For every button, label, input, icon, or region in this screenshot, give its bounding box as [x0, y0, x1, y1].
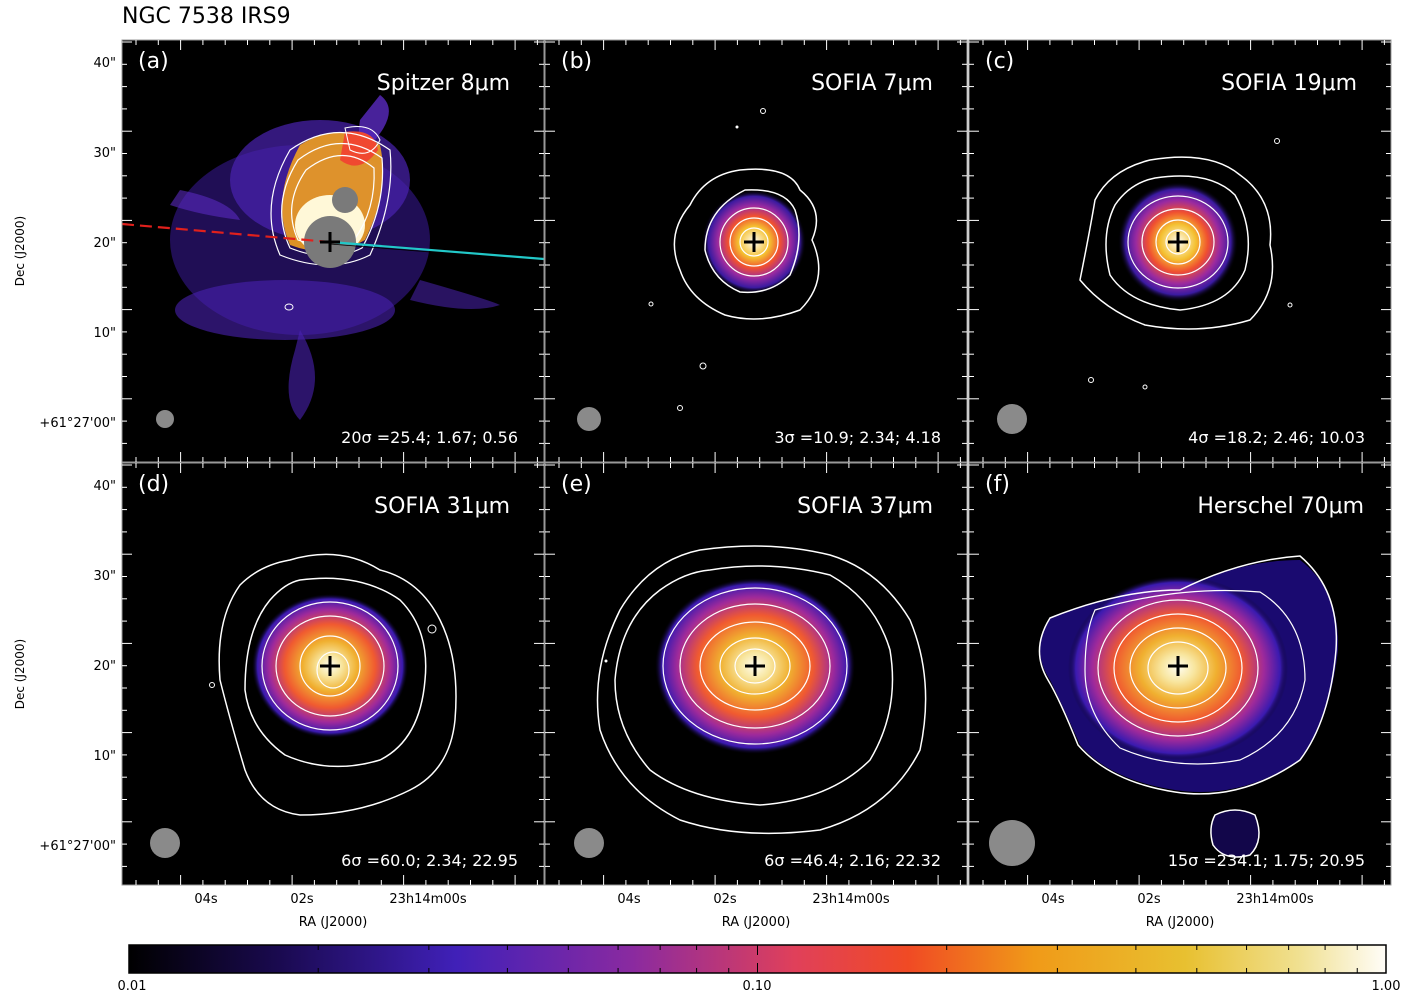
ra-tick-label: 02s — [290, 892, 314, 907]
panel-b — [545, 40, 967, 462]
panel-band-label: SOFIA 31μm — [374, 494, 510, 519]
colorbar-max-label: 1.00 — [1372, 979, 1401, 994]
ra-tick-label: 23h14m00s — [389, 892, 467, 907]
panel-contour-levels: 15σ =234.1; 1.75; 20.95 — [1168, 851, 1365, 870]
panel-band-label: SOFIA 19μm — [1221, 71, 1357, 96]
panel-f — [969, 463, 1391, 885]
source-marker — [745, 656, 765, 676]
panel-c — [969, 40, 1391, 462]
panel-letter: (c) — [985, 49, 1014, 74]
ra-axis-label: RA (J2000) — [722, 915, 791, 930]
figure-title: NGC 7538 IRS9 — [122, 4, 291, 29]
dec-tick-label: 30" — [93, 146, 116, 161]
beam-ellipse — [577, 407, 601, 431]
panel-letter: (e) — [561, 472, 592, 497]
panel-contour-levels: 6σ =46.4; 2.16; 22.32 — [764, 851, 941, 870]
source-marker — [320, 232, 340, 252]
beam-ellipse — [574, 828, 604, 858]
ra-tick-label: 04s — [194, 892, 218, 907]
dec-axis-label: Dec (J2000) — [13, 216, 27, 286]
ra-tick-label: 04s — [617, 892, 641, 907]
dec-axis-label: Dec (J2000) — [13, 639, 27, 709]
panel-letter: (b) — [561, 49, 592, 74]
dec-tick-label: 40" — [93, 479, 116, 494]
ra-tick-label: 02s — [713, 892, 737, 907]
ra-tick-label: 23h14m00s — [812, 892, 890, 907]
panel-contour-levels: 20σ =25.4; 1.67; 0.56 — [341, 428, 518, 447]
panel-frame — [544, 39, 968, 463]
panel-d — [122, 463, 544, 885]
panel-frame — [121, 462, 545, 886]
panel-frame — [968, 39, 1392, 463]
panel-band-label: Herschel 70μm — [1197, 494, 1364, 519]
beam-ellipse — [989, 820, 1035, 866]
colorbar-min-label: 0.01 — [118, 979, 147, 994]
ra-axis-label: RA (J2000) — [299, 915, 368, 930]
dec-tick-label: +61°27'00" — [39, 416, 116, 431]
beam-ellipse — [997, 404, 1027, 434]
panel-letter: (f) — [985, 472, 1010, 497]
ra-axis-label: RA (J2000) — [1146, 915, 1215, 930]
dec-tick-label: 20" — [93, 659, 116, 674]
panel-contour-levels: 3σ =10.9; 2.34; 4.18 — [774, 428, 941, 447]
colorbar: 0.01 0.10 1.00 — [118, 944, 1401, 994]
dec-tick-label: +61°27'00" — [39, 839, 116, 854]
source-marker — [320, 656, 340, 676]
colorbar-mid-label: 0.10 — [743, 979, 772, 994]
dec-tick-label: 10" — [93, 749, 116, 764]
panel-band-label: SOFIA 37μm — [797, 494, 933, 519]
panel-letter: (a) — [138, 49, 169, 74]
panel-frame — [968, 462, 1392, 886]
panel-a — [122, 40, 544, 462]
panel-contour-levels: 6σ =60.0; 2.34; 22.95 — [341, 851, 518, 870]
dec-tick-label: 30" — [93, 569, 116, 584]
panel-contour-levels: 4σ =18.2; 2.46; 10.03 — [1188, 428, 1365, 447]
panel-band-label: SOFIA 7μm — [811, 71, 933, 96]
dec-tick-label: 10" — [93, 326, 116, 341]
beam-ellipse — [150, 828, 180, 858]
redshifted-outflow — [122, 222, 331, 244]
source-marker — [1168, 232, 1188, 252]
panel-e — [545, 463, 967, 885]
blueshifted-outflow — [329, 240, 544, 261]
panel-frame — [544, 462, 968, 886]
ra-tick-label: 04s — [1041, 892, 1065, 907]
panel-letter: (d) — [138, 472, 169, 497]
panel-frame — [121, 39, 545, 463]
panel-band-label: Spitzer 8μm — [377, 71, 510, 96]
beam-ellipse — [156, 410, 174, 428]
source-marker — [744, 232, 764, 252]
source-marker — [1168, 656, 1188, 676]
dec-tick-label: 40" — [93, 56, 116, 71]
dec-tick-label: 20" — [93, 236, 116, 251]
ra-tick-label: 23h14m00s — [1236, 892, 1314, 907]
ra-tick-label: 02s — [1137, 892, 1161, 907]
